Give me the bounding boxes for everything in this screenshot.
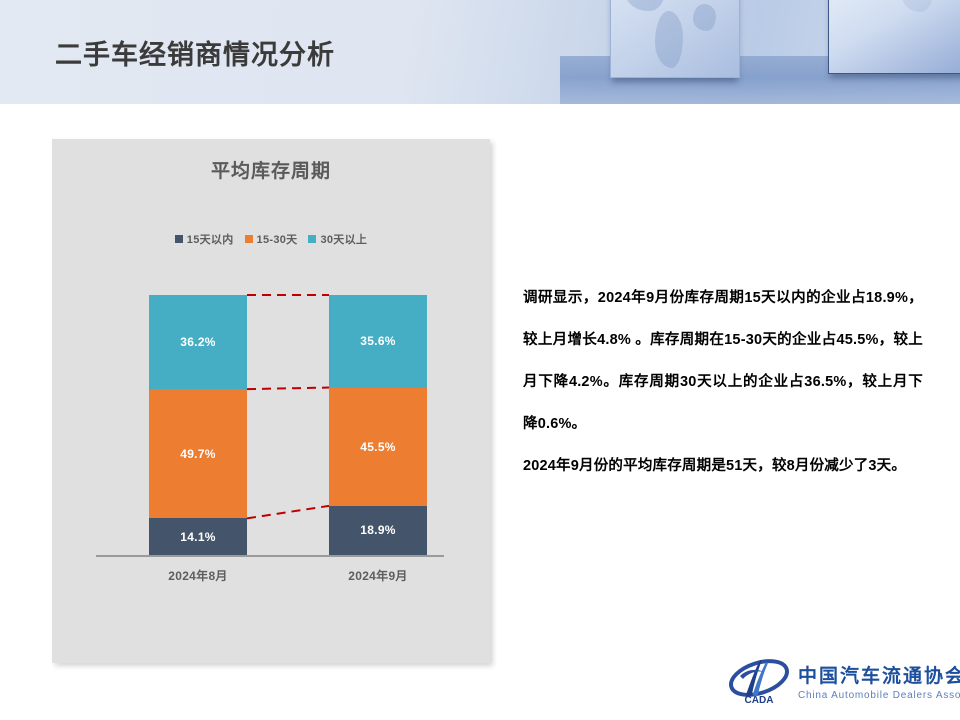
cube-icon xyxy=(610,0,740,78)
chart-card: 平均库存周期 15天以内 15-30天 30天以上 36.2% 49.7% xyxy=(52,139,490,663)
world-map-texture xyxy=(829,0,960,73)
chart-legend: 15天以内 15-30天 30天以上 xyxy=(52,231,490,247)
chart-title: 平均库存周期 xyxy=(210,161,331,182)
bar-value-label: 14.1% xyxy=(180,529,216,544)
bar-segment-15to30days[interactable]: 49.7% xyxy=(149,389,247,519)
world-map-texture xyxy=(611,0,739,77)
bar-segment-30days-plus[interactable]: 36.2% xyxy=(149,295,247,390)
banner-artwork xyxy=(560,0,960,104)
bar-value-label: 35.6% xyxy=(360,334,396,349)
legend-item[interactable]: 15-30天 xyxy=(244,231,298,247)
bar-segment-under15days[interactable]: 18.9% xyxy=(329,505,427,555)
legend-item[interactable]: 15天以内 xyxy=(174,231,234,247)
x-axis-line xyxy=(96,555,444,557)
analysis-paragraph: 2024年9月份的平均库存周期是51天，较8月份减少了3天。 xyxy=(523,458,907,474)
x-axis-label: 2024年9月 xyxy=(348,569,408,583)
x-axis-label: 2024年8月 xyxy=(168,569,228,583)
analysis-text-block: 调研显示，2024年9月份库存周期15天以内的企业占18.9%，较上月增长4.8… xyxy=(523,277,923,487)
bar-segment-15to30days[interactable]: 45.5% xyxy=(329,387,427,506)
analysis-paragraph: 调研显示，2024年9月份库存周期15天以内的企业占18.9%，较上月增长4.8… xyxy=(523,290,923,432)
cada-mark-text: CADA xyxy=(745,695,774,706)
page-title: 二手车经销商情况分析 xyxy=(55,40,335,70)
legend-label: 15天以内 xyxy=(186,234,234,246)
banner-left-fade xyxy=(0,0,170,104)
plot-area: 36.2% 49.7% 14.1% 35.6% 45.5% 18.9% xyxy=(52,139,490,663)
logo-text: 中国汽车流通协会 China Automobile Dealers Associ… xyxy=(798,661,960,701)
bar-value-label: 18.9% xyxy=(360,523,396,538)
bar-value-label: 36.2% xyxy=(180,335,216,350)
legend-swatch-icon xyxy=(244,235,253,243)
legend-label: 15-30天 xyxy=(256,234,298,246)
logo-title-en: China Automobile Dealers Association xyxy=(798,690,960,701)
legend-item[interactable]: 30天以上 xyxy=(308,231,367,247)
bar-value-label: 49.7% xyxy=(180,446,216,461)
bar-group: 36.2% 49.7% 14.1% xyxy=(149,295,247,555)
bar-segment-30days-plus[interactable]: 35.6% xyxy=(329,295,427,388)
cada-logo: CADA 中国汽车流通协会 China Automobile Dealers A… xyxy=(728,652,960,710)
legend-label: 30天以上 xyxy=(320,234,368,246)
legend-swatch-icon xyxy=(174,235,183,243)
bar-value-label: 45.5% xyxy=(360,439,396,454)
bar-group: 35.6% 45.5% 18.9% xyxy=(329,295,427,555)
logo-title-cn: 中国汽车流通协会 xyxy=(798,666,960,687)
legend-swatch-icon xyxy=(308,235,317,243)
cube-icon xyxy=(828,0,960,74)
bar-segment-under15days[interactable]: 14.1% xyxy=(149,518,247,555)
header-banner: 二手车经销商情况分析 xyxy=(0,0,960,104)
cada-emblem-icon: CADA xyxy=(728,656,790,706)
